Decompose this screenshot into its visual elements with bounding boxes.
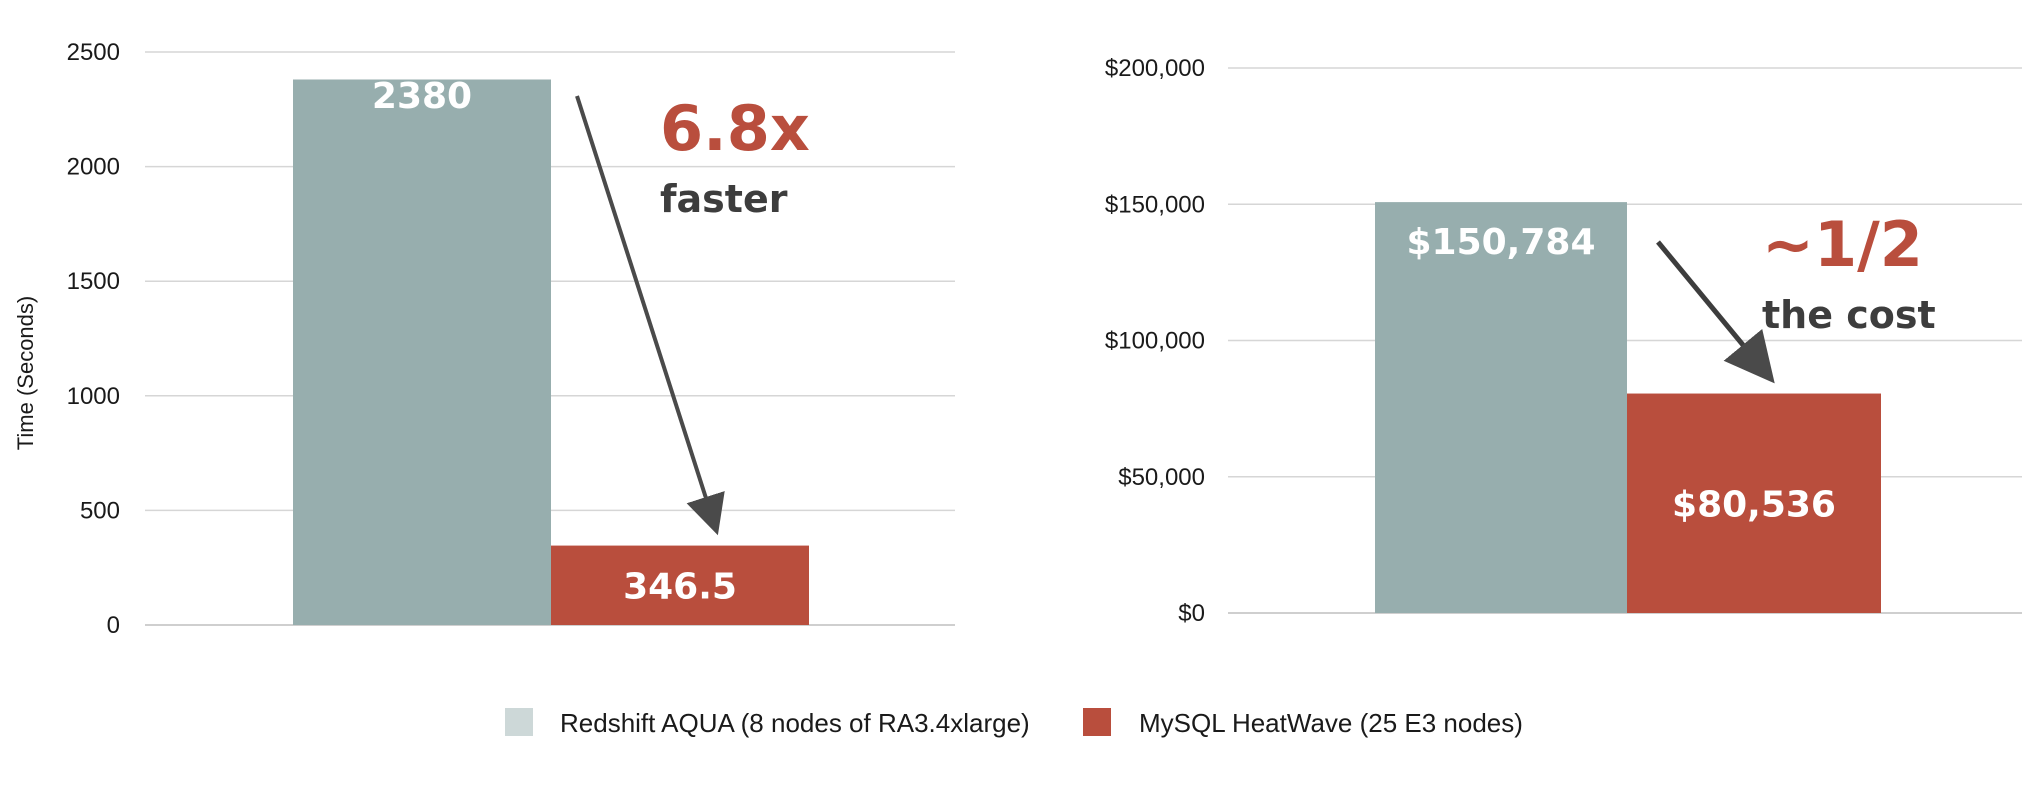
- time-y-tick-label: 2000: [67, 154, 120, 181]
- time-y-tick-label: 0: [107, 612, 120, 639]
- time-bar-label-heatwave: 346.5: [623, 566, 737, 607]
- cost-bar-label-redshift: $150,784: [1406, 222, 1595, 263]
- time-y-tick-label: 2500: [67, 39, 120, 66]
- cost-bar-label-heatwave: $80,536: [1672, 484, 1836, 525]
- cost-y-tick-label: $150,000: [1105, 191, 1205, 218]
- cost-y-tick-label: $0: [1178, 600, 1205, 627]
- cost-chart: $0 $50,000 $100,000 $150,000 $200,000 $150,7…: [1105, 55, 2022, 627]
- cost-bar-heatwave: [1627, 393, 1881, 613]
- legend: Redshift AQUA (8 nodes of RA3.4xlarge) M…: [505, 708, 1523, 738]
- cost-callout-caption: the cost: [1762, 293, 1936, 337]
- time-arrow: [575, 95, 725, 536]
- speedup-callout-caption: faster: [660, 177, 788, 221]
- cost-arrow: [1656, 240, 1775, 384]
- time-y-axis: 0 500 1000 1500 2000 2500: [67, 39, 120, 639]
- cost-y-tick-label: $200,000: [1105, 55, 1205, 82]
- time-bars: 2380 346.5: [293, 76, 809, 625]
- time-chart: 0 500 1000 1500 2000 2500 Time (Seconds) 2380…: [13, 39, 955, 639]
- cost-y-axis: $0 $50,000 $100,000 $150,000 $200,000: [1105, 55, 1205, 627]
- time-bar-heatwave: [551, 545, 809, 625]
- legend-label-redshift: Redshift AQUA (8 nodes of RA3.4xlarge): [560, 708, 1030, 738]
- time-y-axis-label: Time (Seconds): [13, 296, 38, 450]
- time-y-tick-label: 1000: [67, 383, 120, 410]
- cost-bars: $150,784 $80,536: [1375, 202, 1881, 614]
- speedup-callout: 6.8x: [660, 92, 810, 165]
- time-y-tick-label: 1500: [67, 268, 120, 295]
- cost-y-tick-label: $50,000: [1118, 464, 1205, 491]
- cost-callout: ~1/2: [1762, 208, 1923, 281]
- time-bar-redshift: [293, 79, 551, 625]
- legend-swatch-heatwave: [1083, 708, 1111, 736]
- cost-y-tick-label: $100,000: [1105, 328, 1205, 355]
- time-bar-label-redshift: 2380: [372, 76, 472, 117]
- legend-swatch-redshift: [505, 708, 533, 736]
- legend-label-heatwave: MySQL HeatWave (25 E3 nodes): [1139, 708, 1523, 738]
- time-y-tick-label: 500: [80, 497, 120, 524]
- cost-bar-redshift: [1375, 202, 1627, 614]
